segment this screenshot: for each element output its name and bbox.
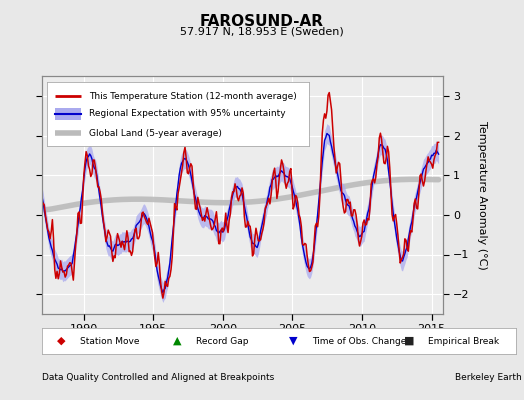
- Text: Berkeley Earth: Berkeley Earth: [455, 374, 521, 382]
- Y-axis label: Temperature Anomaly (°C): Temperature Anomaly (°C): [477, 121, 487, 269]
- Text: FAROSUND-AR: FAROSUND-AR: [200, 14, 324, 30]
- Text: Empirical Break: Empirical Break: [429, 336, 499, 346]
- Text: 57.917 N, 18.953 E (Sweden): 57.917 N, 18.953 E (Sweden): [180, 27, 344, 37]
- Text: This Temperature Station (12-month average): This Temperature Station (12-month avera…: [89, 92, 297, 100]
- Text: ▲: ▲: [173, 336, 181, 346]
- Text: Data Quality Controlled and Aligned at Breakpoints: Data Quality Controlled and Aligned at B…: [42, 374, 274, 382]
- Text: ■: ■: [404, 336, 414, 346]
- Text: ▼: ▼: [289, 336, 298, 346]
- Text: Record Gap: Record Gap: [196, 336, 248, 346]
- Text: Regional Expectation with 95% uncertainty: Regional Expectation with 95% uncertaint…: [89, 110, 286, 118]
- Text: Global Land (5-year average): Global Land (5-year average): [89, 129, 222, 138]
- Text: ◆: ◆: [57, 336, 65, 346]
- Text: Station Move: Station Move: [80, 336, 139, 346]
- Text: Time of Obs. Change: Time of Obs. Change: [312, 336, 407, 346]
